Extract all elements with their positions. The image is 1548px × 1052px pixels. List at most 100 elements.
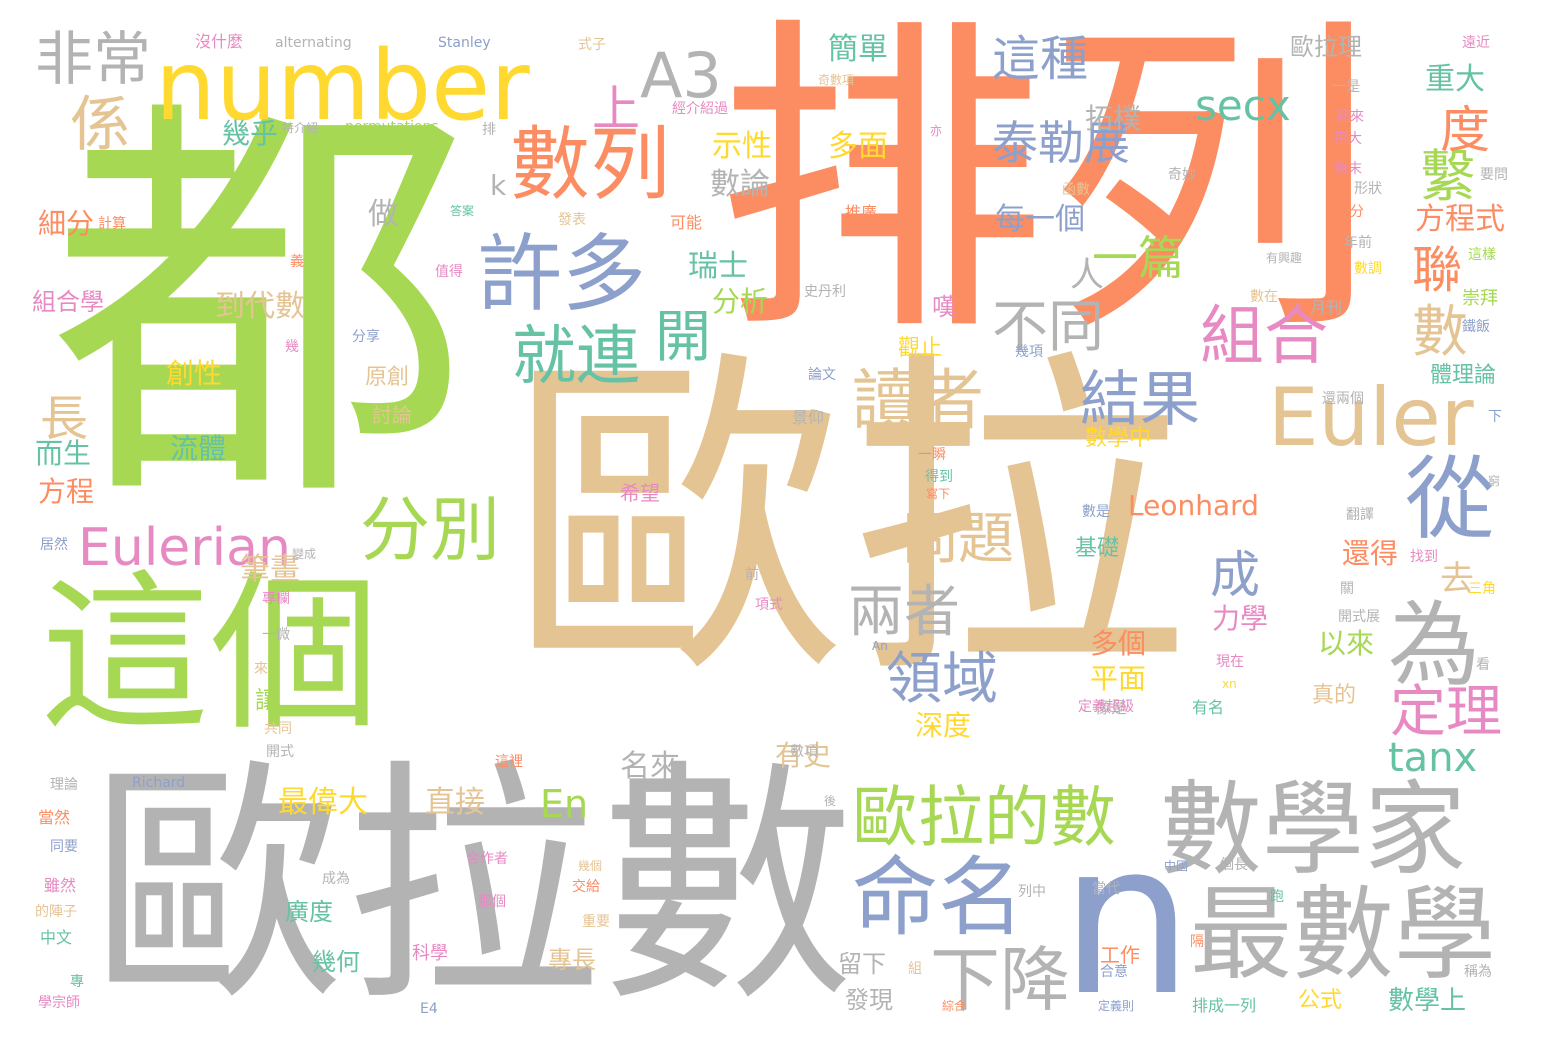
word: 經介紹過: [672, 101, 728, 117]
word: 歐拉理: [1290, 33, 1362, 61]
word: 項式: [755, 597, 783, 613]
word: 方程式: [1415, 202, 1505, 237]
word: 一微: [262, 627, 290, 643]
word: 係: [70, 90, 130, 160]
word: 最數學: [1190, 876, 1496, 995]
word: 數在: [1250, 289, 1278, 305]
word: 做: [368, 197, 398, 232]
word: 為: [1388, 592, 1481, 699]
word: 可能: [670, 213, 703, 232]
word: 幾何: [312, 948, 360, 976]
word: 數學家: [1160, 771, 1466, 890]
word: 翻譯: [1346, 507, 1374, 523]
word: 找到: [1410, 549, 1438, 565]
word: 還兩個: [1322, 391, 1364, 407]
word: 歐拉: [508, 324, 1188, 720]
word: 景仰: [792, 408, 825, 427]
word: 函數: [1062, 182, 1090, 198]
word: 這裡: [495, 754, 523, 770]
word: 的陣子: [35, 904, 77, 920]
word: 始末: [1334, 161, 1362, 177]
word: 崇拜: [1462, 288, 1498, 309]
word: 都: [50, 65, 470, 554]
word: 開式: [266, 744, 294, 760]
word: 非常: [35, 25, 152, 93]
word: En: [540, 782, 589, 826]
word: 定義超級: [1078, 699, 1134, 715]
word: 以來: [1318, 627, 1375, 660]
word: 科學: [412, 943, 448, 964]
word: 分享: [352, 329, 380, 345]
word: 長: [40, 391, 89, 447]
word: 一是: [1332, 79, 1360, 95]
word: k: [490, 169, 507, 202]
word: 專長: [548, 946, 596, 974]
word: permutations: [345, 119, 439, 135]
word: 後: [824, 794, 837, 808]
word: 讓: [255, 686, 279, 714]
word: 亦: [930, 124, 943, 138]
word: 發表: [558, 212, 586, 228]
word: Eulerian: [78, 518, 291, 578]
word: 積分: [1336, 204, 1364, 220]
word: 拓樸: [1085, 102, 1142, 135]
word: number: [155, 30, 530, 142]
word: 泰勒展: [992, 116, 1130, 170]
word: 度: [1440, 101, 1490, 159]
word: 簡單: [828, 32, 888, 67]
word: Richard: [132, 775, 186, 791]
word: 得到: [925, 469, 953, 485]
word: 聯: [1412, 241, 1462, 299]
word: 一瞬: [918, 447, 946, 463]
word: 真的: [1312, 683, 1357, 708]
word: 稱為: [1464, 964, 1492, 980]
word: 幾: [285, 339, 299, 355]
word: 數學中: [1085, 426, 1152, 451]
word: 居然: [40, 537, 68, 553]
word: 兩者: [848, 580, 960, 645]
word: 推廣: [845, 203, 878, 222]
word: 原創: [365, 365, 410, 390]
word: alternating: [275, 35, 352, 51]
word: 成為: [322, 871, 350, 887]
word: 數項: [790, 744, 818, 760]
word: 希望: [620, 481, 660, 505]
word: 幾乎: [222, 117, 279, 150]
word: 義: [290, 254, 304, 270]
word: 那個: [478, 894, 506, 910]
word: 有史: [775, 739, 832, 772]
word: 前: [745, 567, 759, 583]
word: 像是: [1095, 698, 1128, 717]
word: 筆畫: [240, 552, 300, 587]
word: 計算: [98, 216, 126, 232]
word: 排: [482, 122, 496, 138]
word: 中國: [1164, 859, 1189, 873]
word: 排列: [716, 0, 1376, 375]
word: 這種: [992, 31, 1089, 87]
word: 專欄: [262, 591, 290, 607]
word: 到代數: [215, 289, 305, 324]
word: 下: [1488, 409, 1502, 425]
word: 廣度: [285, 898, 333, 926]
word: 幾個: [578, 859, 603, 873]
word: 名來: [620, 749, 680, 784]
word: 命名: [852, 848, 1024, 948]
word: 示性: [712, 129, 772, 164]
word: 不同: [992, 295, 1104, 360]
word: 答案: [450, 204, 475, 218]
word: 組: [908, 961, 922, 977]
word: 看: [1476, 657, 1490, 673]
word: 歐拉的數: [852, 779, 1116, 856]
word: 值得: [435, 264, 463, 280]
word: 合作者: [466, 851, 508, 867]
word: 讀者: [852, 362, 984, 439]
word: 工作: [1100, 943, 1140, 967]
word: 觀止: [898, 336, 943, 361]
word: 幾項: [1015, 344, 1043, 360]
word: 數: [1412, 300, 1468, 365]
word: 交給: [572, 879, 600, 895]
word: 學宗師: [38, 995, 80, 1011]
word: 遠近: [1462, 35, 1490, 51]
word: A3: [640, 39, 722, 112]
